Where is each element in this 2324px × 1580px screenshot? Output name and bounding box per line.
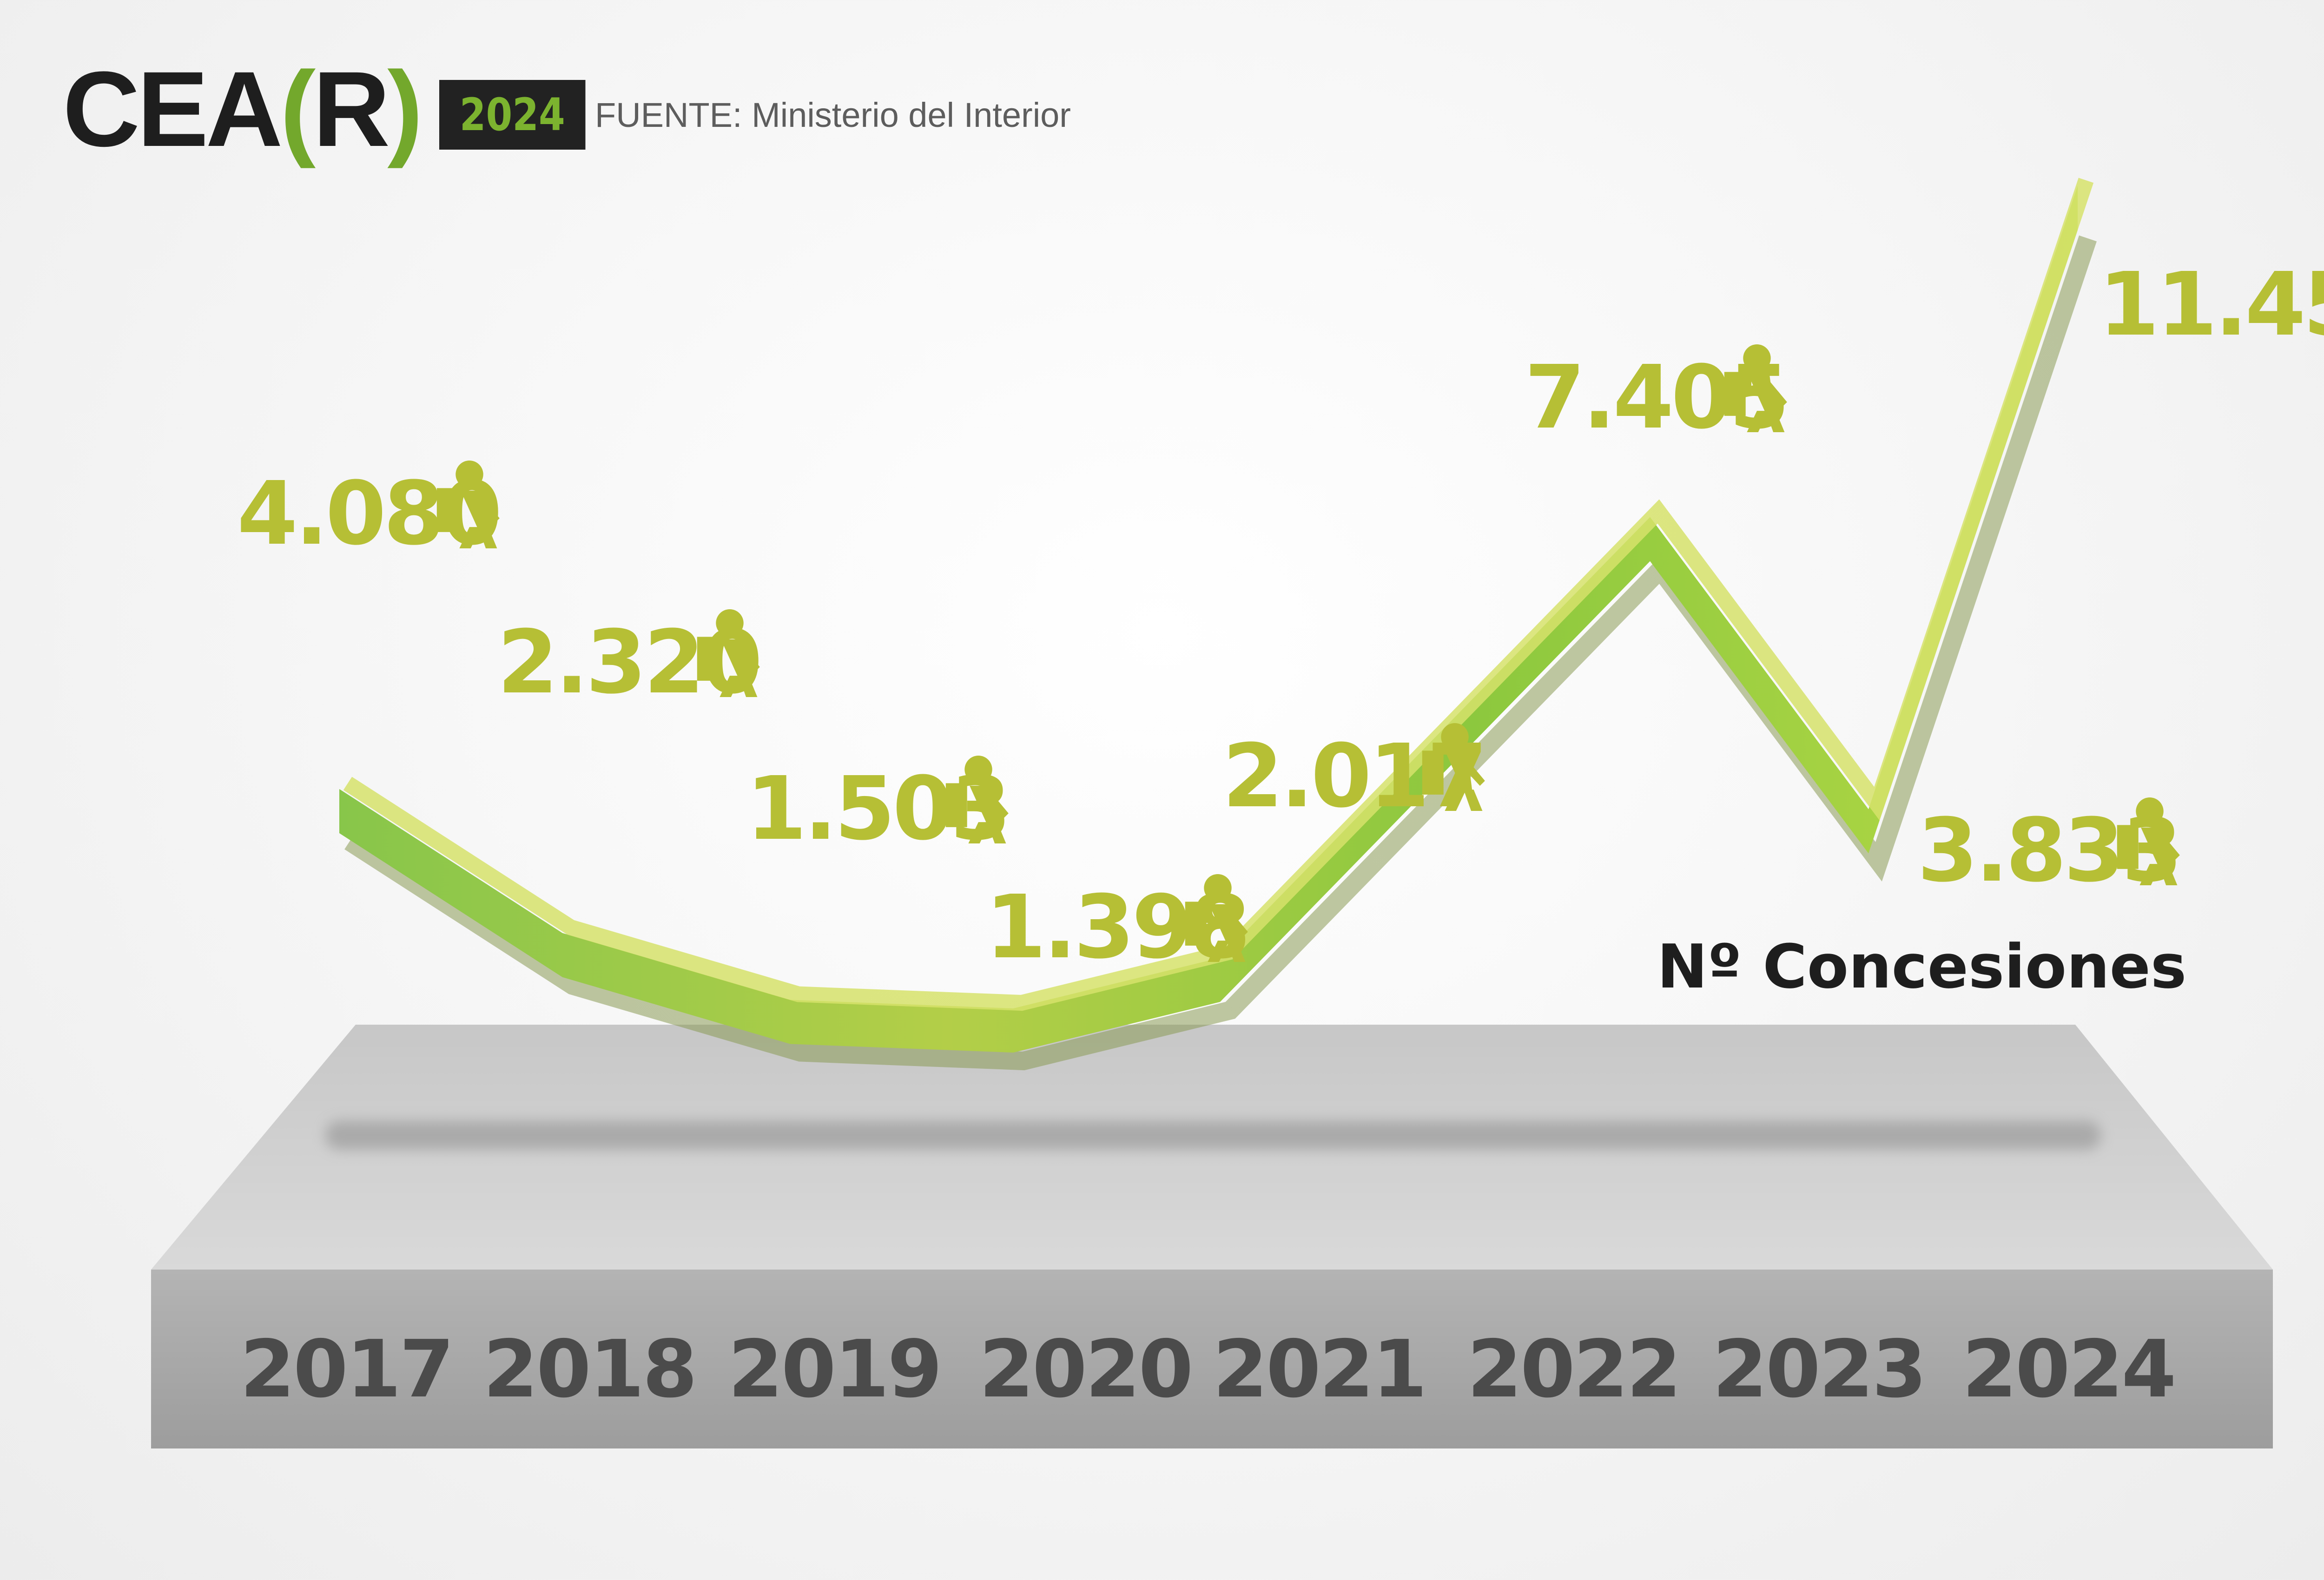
year-label-2020: 2020 bbox=[979, 1323, 1191, 1415]
platform-front bbox=[151, 1270, 2273, 1448]
value-label-2024: 11.453 bbox=[2099, 254, 2324, 356]
logo-bracket-open: ( bbox=[280, 49, 316, 169]
platform-shadow bbox=[325, 1121, 2101, 1150]
year-label-2019: 2019 bbox=[728, 1323, 940, 1415]
year-label-2017: 2017 bbox=[240, 1323, 452, 1415]
logo-text: CEA bbox=[63, 49, 283, 169]
year-axis: 2017 2018 2019 2020 2021 2022 2023 2024 bbox=[240, 1323, 2176, 1415]
value-labels: 4.0802.3201.5031.3982.0177.4053.83311.45… bbox=[237, 254, 2324, 978]
year-label-2021: 2021 bbox=[1213, 1323, 1425, 1415]
ribbon-highlight bbox=[343, 178, 2094, 1011]
logo-bracket-close: ) bbox=[387, 49, 423, 169]
year-label-2023: 2023 bbox=[1712, 1323, 1925, 1415]
year-badge: 2024 bbox=[439, 80, 586, 150]
cear-logo: CEA(R) bbox=[63, 56, 423, 163]
year-label-2018: 2018 bbox=[483, 1323, 695, 1415]
source-text: FUENTE: Ministerio del Interior bbox=[595, 96, 1071, 134]
series-label: Nº Concesiones bbox=[1657, 931, 2186, 1002]
line-ribbon bbox=[339, 178, 2097, 1071]
year-label-2022: 2022 bbox=[1467, 1323, 1679, 1415]
year-label-2024: 2024 bbox=[1962, 1323, 2174, 1415]
logo-letter: R bbox=[313, 49, 390, 169]
